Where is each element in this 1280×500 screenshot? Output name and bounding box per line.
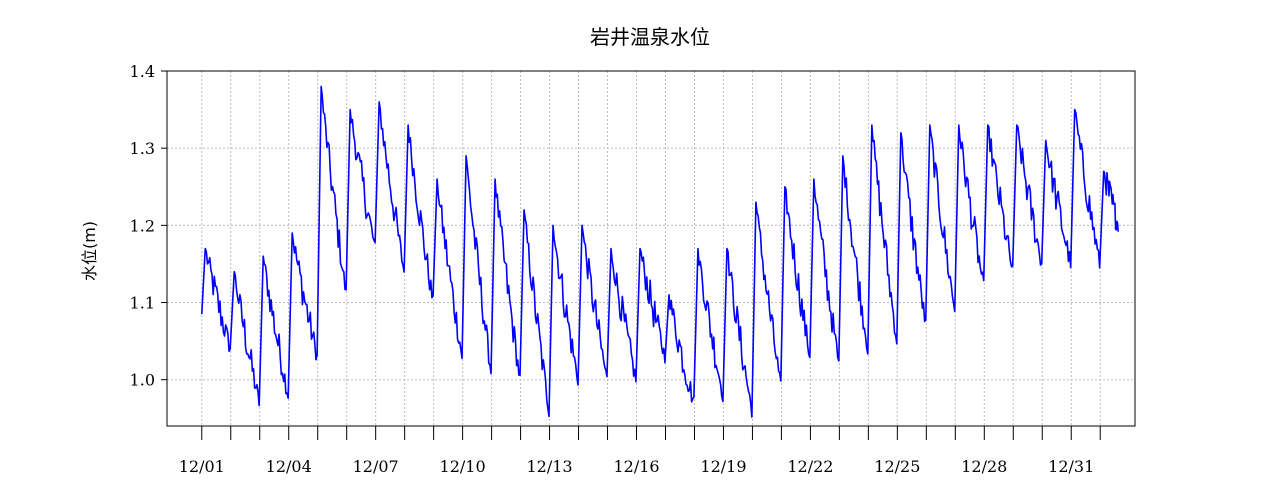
y-tick-label: 1.0 xyxy=(130,371,155,390)
x-tick-label: 12/04 xyxy=(266,457,312,476)
plot-frame xyxy=(166,70,1136,427)
y-axis: 1.0 1.1 1.2 1.3 1.4 xyxy=(130,62,167,390)
x-tick-label: 12/25 xyxy=(874,457,920,476)
x-tick-label: 12/28 xyxy=(961,457,1007,476)
x-axis: 12/01 12/04 12/07 12/10 12/13 12/16 12/19 12/22… xyxy=(179,426,1101,476)
x-tick-label: 12/19 xyxy=(700,457,746,476)
y-axis-label: 水位(m) xyxy=(80,221,99,281)
water-level-line xyxy=(200,85,1119,418)
x-tick-label: 12/07 xyxy=(353,457,399,476)
grid-lines xyxy=(167,70,1135,426)
x-tick-label: 12/16 xyxy=(613,457,659,476)
y-tick-label: 1.1 xyxy=(130,294,155,313)
y-tick-label: 1.2 xyxy=(130,216,155,235)
x-tick-label: 12/01 xyxy=(179,457,225,476)
x-tick-label: 12/10 xyxy=(440,457,486,476)
x-tick-label: 12/31 xyxy=(1048,457,1094,476)
series-layer xyxy=(200,85,1119,418)
y-tick-label: 1.3 xyxy=(130,139,155,158)
x-tick-label: 12/22 xyxy=(787,457,833,476)
chart-title: 岩井温泉水位 xyxy=(590,25,710,49)
y-tick-label: 1.4 xyxy=(130,62,155,81)
x-tick-label: 12/13 xyxy=(527,457,573,476)
